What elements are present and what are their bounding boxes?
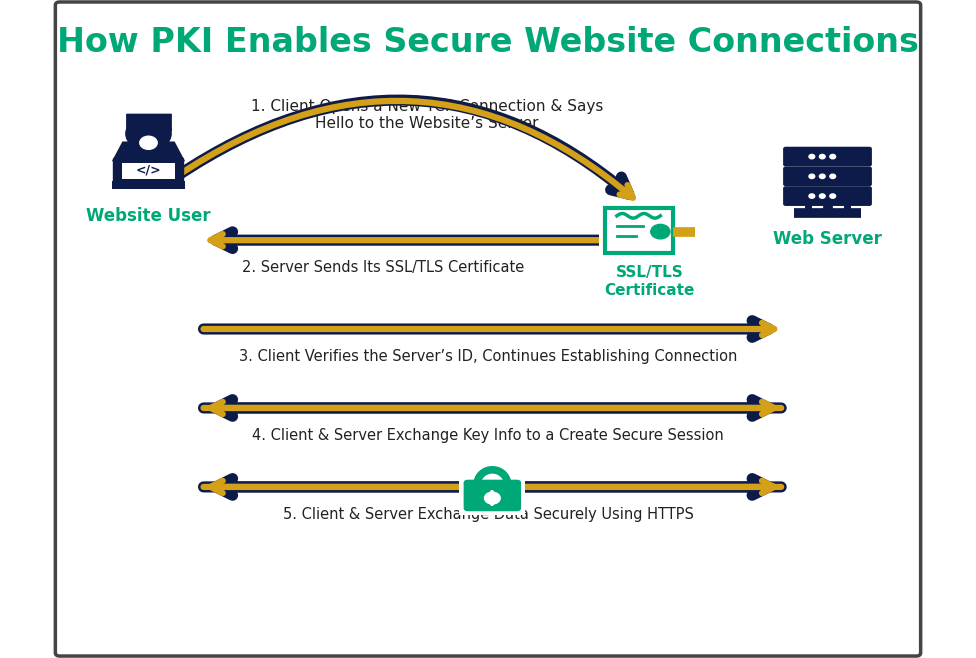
Circle shape — [651, 224, 670, 239]
Circle shape — [820, 194, 825, 198]
Circle shape — [820, 174, 825, 178]
Circle shape — [820, 155, 825, 159]
FancyBboxPatch shape — [783, 166, 872, 186]
Text: 3. Client Verifies the Server’s ID, Continues Establishing Connection: 3. Client Verifies the Server’s ID, Cont… — [239, 349, 737, 364]
Text: 5. Client & Server Exchange Data Securely Using HTTPS: 5. Client & Server Exchange Data Securel… — [283, 507, 693, 522]
Text: Web Server: Web Server — [773, 230, 882, 248]
FancyBboxPatch shape — [56, 2, 920, 656]
Text: 2. Server Sends Its SSL/TLS Certificate: 2. Server Sends Its SSL/TLS Certificate — [242, 261, 525, 275]
FancyBboxPatch shape — [460, 467, 525, 515]
Circle shape — [809, 155, 815, 159]
Circle shape — [809, 194, 815, 198]
Circle shape — [484, 492, 500, 504]
FancyBboxPatch shape — [783, 147, 872, 166]
Circle shape — [809, 174, 815, 178]
Polygon shape — [112, 141, 185, 161]
FancyBboxPatch shape — [113, 157, 184, 184]
Circle shape — [830, 155, 835, 159]
Circle shape — [140, 136, 157, 149]
FancyBboxPatch shape — [122, 163, 175, 179]
Text: Website User: Website User — [86, 207, 211, 225]
Circle shape — [830, 174, 835, 178]
Circle shape — [830, 194, 835, 198]
FancyBboxPatch shape — [112, 181, 185, 189]
FancyBboxPatch shape — [605, 208, 672, 253]
Text: 4. Client & Server Exchange Key Info to a Create Secure Session: 4. Client & Server Exchange Key Info to … — [252, 428, 724, 443]
FancyBboxPatch shape — [599, 204, 690, 255]
Text: </>: </> — [136, 164, 161, 177]
Circle shape — [126, 116, 171, 151]
FancyBboxPatch shape — [783, 186, 872, 206]
Text: How PKI Enables Secure Website Connections: How PKI Enables Secure Website Connectio… — [57, 26, 919, 59]
Text: SSL/TLS
Certificate: SSL/TLS Certificate — [605, 265, 695, 298]
FancyBboxPatch shape — [464, 480, 521, 511]
Text: 1. Client Opens a New TCP Connection & Says
Hello to the Website’s Server: 1. Client Opens a New TCP Connection & S… — [251, 99, 603, 132]
